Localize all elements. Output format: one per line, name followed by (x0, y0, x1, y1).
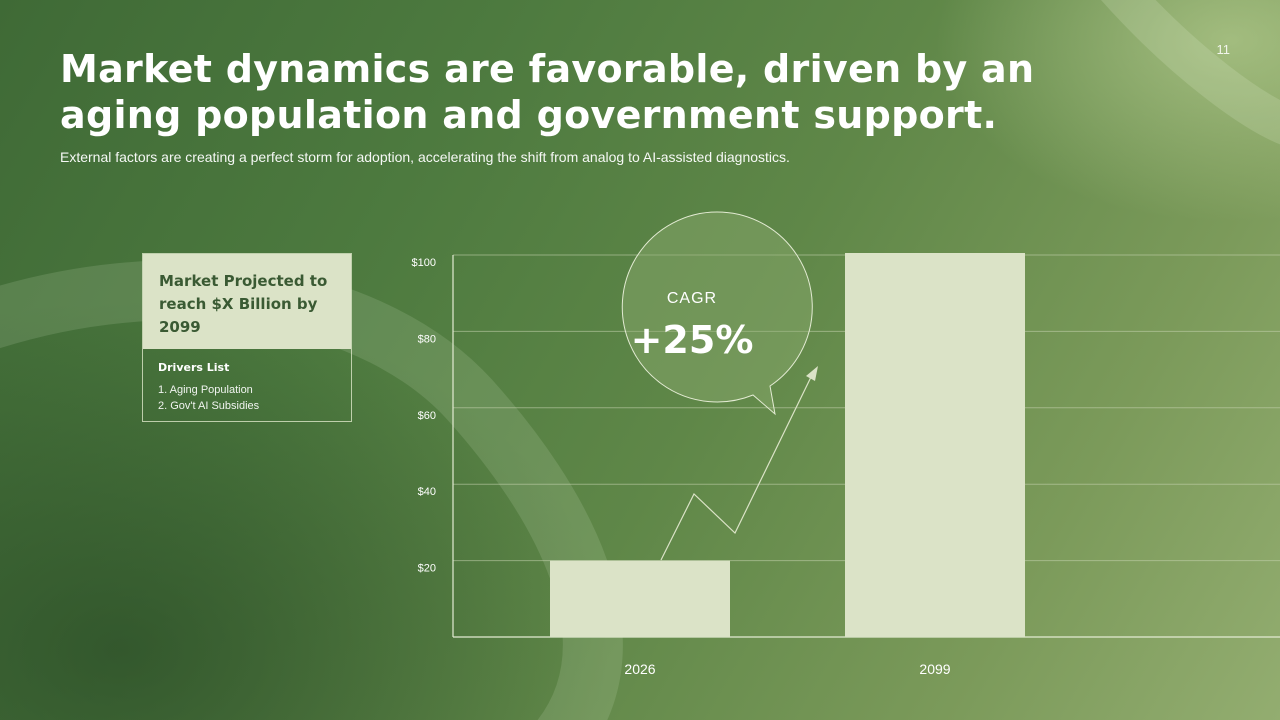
driver-item: 1. Aging Population (158, 384, 253, 396)
y-tick-label: $20 (418, 563, 436, 575)
y-tick-label: $40 (418, 486, 436, 498)
y-tick-label: $80 (418, 333, 436, 345)
trend-arrow-head (806, 366, 818, 381)
y-tick-label: $60 (418, 410, 436, 422)
cagr-value: +25% (630, 318, 754, 362)
x-category-label: 2099 (919, 661, 950, 677)
page-subtitle: External factors are creating a perfect … (60, 149, 790, 165)
drivers-list-title: Drivers List (158, 361, 230, 374)
page-number: 11 (1216, 42, 1231, 57)
cagr-label: CAGR (666, 290, 718, 307)
cagr-bubble (621, 211, 813, 416)
trend-arrow-line (660, 374, 813, 561)
card-body: Drivers List 1. Aging Population 2. Gov'… (143, 349, 351, 414)
x-category-label: 2026 (624, 661, 655, 677)
bar (550, 560, 730, 637)
driver-item: 2. Gov't AI Subsidies (158, 400, 260, 412)
market-projection-card: Market Projected to reach $X Billion by … (142, 253, 352, 422)
y-tick-label: $100 (412, 257, 436, 269)
card-header: Market Projected to reach $X Billion by … (143, 254, 351, 349)
bar (845, 253, 1025, 637)
page-title: Market dynamics are favorable, driven by… (60, 47, 1035, 137)
